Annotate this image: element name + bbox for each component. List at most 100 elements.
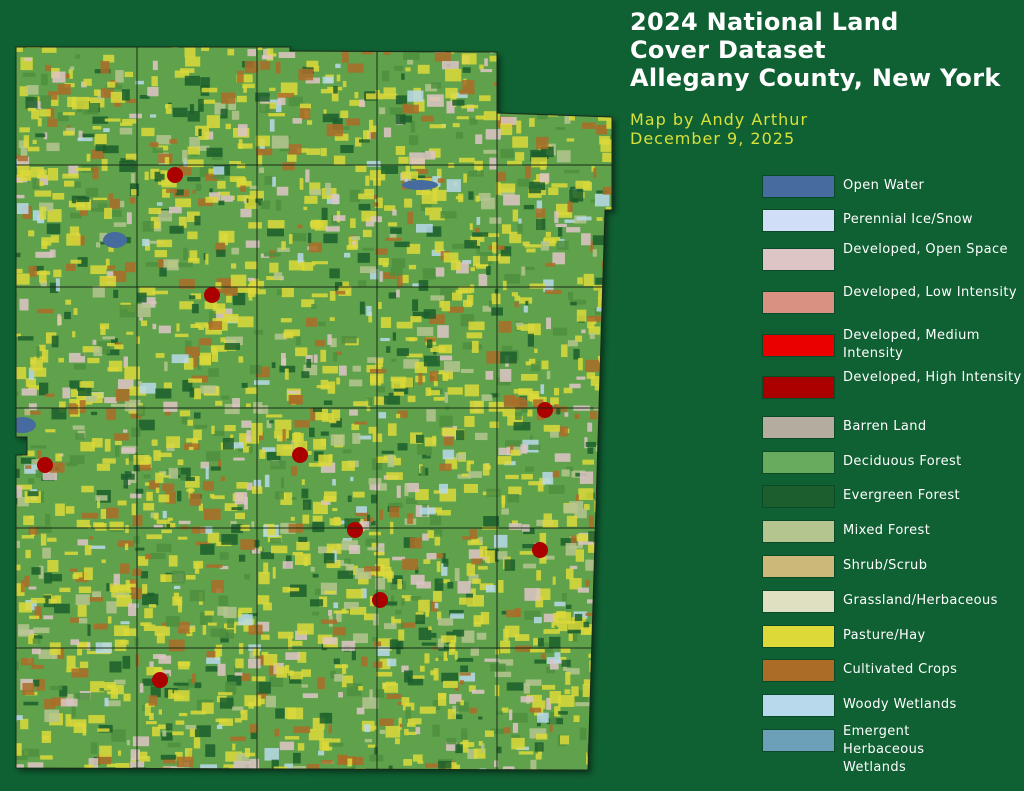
- land-cover-patch: [16, 485, 23, 499]
- land-cover-patch: [224, 503, 238, 512]
- land-cover-patch: [369, 689, 373, 700]
- land-cover-patch: [42, 547, 51, 559]
- land-cover-patch: [36, 450, 42, 463]
- land-cover-patch: [269, 119, 275, 132]
- legend-swatch: [762, 376, 835, 399]
- land-cover-patch: [473, 615, 484, 625]
- land-cover-patch: [369, 484, 381, 491]
- land-cover-patch: [571, 47, 585, 52]
- land-cover-patch: [144, 704, 151, 716]
- land-cover-patch: [338, 692, 343, 698]
- land-cover-patch: [346, 118, 361, 126]
- land-cover-patch: [429, 124, 446, 129]
- land-cover-patch: [125, 524, 129, 534]
- land-cover-patch: [471, 689, 485, 694]
- land-cover-patch: [382, 70, 390, 82]
- land-cover-patch: [598, 290, 603, 299]
- land-cover-patch: [619, 428, 620, 437]
- land-cover-patch: [449, 694, 462, 704]
- land-cover-patch: [564, 169, 580, 174]
- land-cover-patch: [546, 697, 552, 710]
- land-cover-patch: [359, 521, 370, 530]
- land-cover-patch: [426, 339, 433, 348]
- land-cover-patch: [45, 513, 51, 526]
- land-cover-patch: [333, 155, 346, 165]
- water-body: [402, 180, 438, 190]
- land-cover-patch: [365, 538, 377, 547]
- land-cover-patch: [333, 602, 339, 609]
- land-cover-patch: [171, 354, 189, 364]
- land-cover-patch: [243, 85, 247, 93]
- land-cover-patch: [566, 668, 580, 675]
- land-cover-patch: [551, 72, 564, 80]
- land-cover-patch: [132, 514, 143, 527]
- land-cover-patch: [292, 551, 304, 556]
- land-cover-patch: [107, 265, 116, 270]
- land-cover-patch: [539, 173, 550, 183]
- developed-area: [537, 402, 553, 418]
- land-cover-patch: [609, 302, 612, 313]
- land-cover-patch: [418, 372, 423, 385]
- land-cover-patch: [478, 740, 483, 746]
- land-cover-patch: [128, 603, 137, 617]
- land-cover-patch: [436, 510, 451, 516]
- land-cover-patch: [329, 291, 336, 301]
- land-cover-patch: [141, 127, 155, 137]
- land-cover-patch: [478, 192, 491, 201]
- land-cover-patch: [451, 47, 460, 52]
- land-cover-patch: [532, 700, 546, 709]
- land-cover-patch: [598, 496, 611, 501]
- land-cover-patch: [570, 535, 577, 546]
- land-cover-patch: [443, 651, 448, 660]
- land-cover-patch: [468, 460, 474, 465]
- land-cover-patch: [28, 385, 39, 390]
- land-cover-patch: [163, 401, 178, 412]
- land-cover-patch: [239, 433, 247, 447]
- land-cover-patch: [306, 40, 311, 46]
- land-cover-patch: [375, 577, 386, 590]
- land-cover-patch: [105, 258, 110, 269]
- land-cover-patch: [596, 562, 609, 574]
- land-cover-patch: [171, 771, 179, 776]
- land-cover-patch: [233, 457, 245, 461]
- land-cover-patch: [440, 635, 457, 643]
- land-cover-patch: [483, 516, 500, 527]
- land-cover-patch: [373, 202, 379, 207]
- land-cover-patch: [106, 342, 115, 347]
- land-cover-patch: [82, 346, 100, 353]
- land-cover-patch: [452, 243, 465, 249]
- land-cover-patch: [333, 86, 338, 94]
- land-cover-patch: [275, 199, 282, 211]
- land-cover-patch: [588, 653, 598, 659]
- land-cover-patch: [373, 194, 378, 200]
- land-cover-patch: [230, 736, 246, 742]
- land-cover-patch: [79, 381, 94, 388]
- land-cover-patch: [610, 482, 612, 493]
- land-cover-patch: [471, 340, 479, 353]
- land-cover-patch: [310, 566, 315, 572]
- land-cover-patch: [182, 149, 188, 162]
- land-cover-patch: [237, 124, 248, 137]
- land-cover-patch: [333, 610, 349, 614]
- land-cover-patch: [73, 181, 81, 188]
- land-cover-patch: [49, 282, 59, 294]
- land-cover-patch: [44, 699, 56, 709]
- land-cover-patch: [578, 621, 590, 629]
- land-cover-patch: [320, 147, 327, 157]
- land-cover-patch: [305, 317, 317, 327]
- land-cover-patch: [425, 387, 431, 396]
- land-cover-patch: [416, 581, 431, 589]
- land-cover-patch: [40, 206, 47, 220]
- land-cover-patch: [533, 637, 541, 646]
- land-cover-patch: [200, 77, 210, 90]
- land-cover-patch: [446, 741, 457, 751]
- land-cover-patch: [447, 387, 463, 395]
- land-cover-patch: [450, 260, 461, 271]
- land-cover-patch: [320, 438, 326, 446]
- land-cover-patch: [158, 494, 170, 503]
- land-cover-patch: [374, 248, 388, 255]
- land-cover-patch: [503, 727, 511, 734]
- land-cover-patch: [456, 262, 469, 274]
- land-cover-patch: [619, 73, 620, 86]
- land-cover-patch: [601, 751, 610, 763]
